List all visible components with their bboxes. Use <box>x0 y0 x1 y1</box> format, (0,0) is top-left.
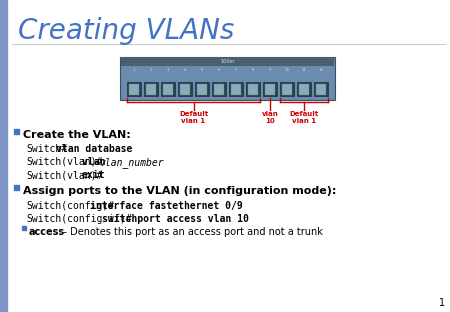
Bar <box>197 84 207 95</box>
Bar <box>195 82 209 96</box>
Bar <box>178 82 192 96</box>
Text: Default
vlan 1: Default vlan 1 <box>289 111 319 124</box>
Text: Assign ports to the VLAN (in configuration mode):: Assign ports to the VLAN (in configurati… <box>23 186 337 196</box>
Text: 12: 12 <box>319 68 324 72</box>
Bar <box>22 226 26 230</box>
Bar <box>229 82 243 96</box>
Bar <box>129 84 139 95</box>
Bar <box>314 82 328 96</box>
Bar <box>144 82 158 96</box>
Text: vlan_number: vlan_number <box>99 157 164 168</box>
Text: Switch(vlan)#: Switch(vlan)# <box>26 157 103 167</box>
Text: 8: 8 <box>252 68 254 72</box>
Bar <box>263 82 277 96</box>
Bar <box>214 84 224 95</box>
Bar <box>121 57 334 66</box>
Bar <box>0 0 7 312</box>
Bar <box>297 82 311 96</box>
Bar <box>282 84 292 95</box>
Bar <box>127 82 141 96</box>
Bar <box>299 84 309 95</box>
Text: 5: 5 <box>201 68 203 72</box>
Bar <box>120 57 335 100</box>
Bar <box>231 84 241 95</box>
Text: 6: 6 <box>218 68 220 72</box>
Text: 3: 3 <box>167 68 169 72</box>
Text: Switch(config)#: Switch(config)# <box>26 201 114 211</box>
Text: access: access <box>29 227 65 237</box>
Text: Switch(vlan)#: Switch(vlan)# <box>26 170 103 180</box>
Text: 4: 4 <box>184 68 186 72</box>
Bar <box>163 84 173 95</box>
Text: 7: 7 <box>235 68 237 72</box>
Bar <box>146 84 156 95</box>
Text: vlan database: vlan database <box>56 144 132 154</box>
Bar <box>316 84 326 95</box>
Text: Switch(config-if)#: Switch(config-if)# <box>26 214 132 224</box>
Text: 9: 9 <box>269 68 271 72</box>
Text: vlan: vlan <box>82 157 112 167</box>
Bar <box>265 84 275 95</box>
Bar <box>248 84 258 95</box>
Text: vlan
10: vlan 10 <box>261 111 279 124</box>
Bar <box>280 82 294 96</box>
Text: 2: 2 <box>150 68 152 72</box>
Text: 100er: 100er <box>220 59 235 64</box>
Text: Switch#: Switch# <box>26 144 67 154</box>
Text: Default
vlan 1: Default vlan 1 <box>179 111 208 124</box>
Text: interface fastethernet 0/9: interface fastethernet 0/9 <box>90 201 243 211</box>
Text: exit: exit <box>82 170 105 180</box>
Bar <box>14 185 19 190</box>
Bar <box>212 82 226 96</box>
Bar <box>180 84 190 95</box>
Bar <box>14 129 19 134</box>
Text: 1: 1 <box>133 68 135 72</box>
Text: switchport access vlan 10: switchport access vlan 10 <box>102 214 249 224</box>
Text: 10: 10 <box>284 68 289 72</box>
Bar <box>246 82 260 96</box>
Text: Creating VLANs: Creating VLANs <box>18 17 234 45</box>
Text: 11: 11 <box>302 68 306 72</box>
Text: 1: 1 <box>439 298 445 308</box>
Text: Create the VLAN:: Create the VLAN: <box>23 130 131 140</box>
Bar <box>161 82 175 96</box>
Text: – Denotes this port as an access port and not a trunk: – Denotes this port as an access port an… <box>59 227 323 237</box>
